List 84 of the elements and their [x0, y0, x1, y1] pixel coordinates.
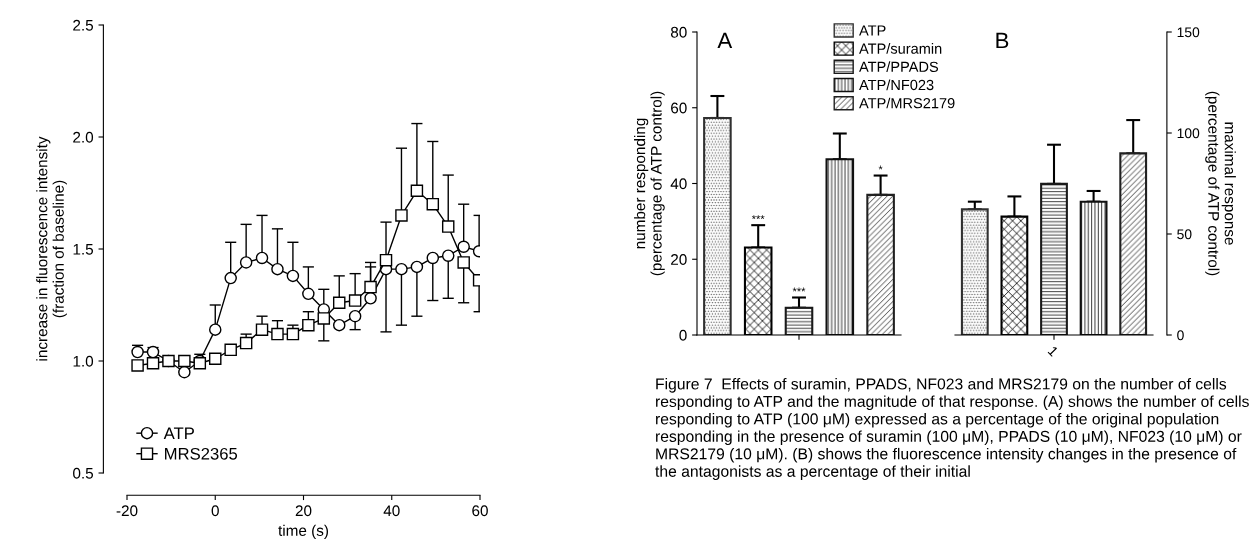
- point: [457, 240, 470, 254]
- point: [224, 343, 237, 357]
- point: [348, 309, 362, 323]
- annotation: A: [717, 32, 733, 49]
- y-axis-title: maximal response (percentage of ATP control): [1205, 91, 1236, 276]
- x-axis-title: time (s): [278, 524, 329, 539]
- point: [348, 294, 362, 307]
- annotation: *: [878, 165, 883, 170]
- point: [255, 323, 269, 336]
- point: [286, 269, 300, 283]
- y-tick-label: 2.0: [73, 131, 94, 143]
- point: [379, 253, 393, 267]
- bar: [960, 208, 989, 335]
- x-tick-label: 1: [1047, 345, 1059, 357]
- x-tick-label: 0: [211, 505, 219, 517]
- point: [131, 345, 144, 359]
- y-tick-label: 150: [1177, 27, 1200, 38]
- y-tick-label: 0: [679, 329, 687, 341]
- legend-label: ATP/suramin: [859, 43, 942, 54]
- annotation: ***: [792, 287, 806, 292]
- y-tick-label: 1.5: [73, 244, 94, 255]
- bar: [1079, 200, 1108, 335]
- y-tick-label: 0.5: [73, 467, 94, 479]
- point: [332, 296, 346, 310]
- y-tick-label: 40: [670, 178, 687, 190]
- bar: [703, 116, 732, 335]
- text: responding to ATP and the magnitude of that response. (A) shows the number of cells responding to ATP (100 μM) expressed as a percentage of the original population responding in the presence of suramin (100 μM), PPADS (10 μM), NF023 (10 μM) or MRS2179 (10 μM). (B) shows the fluorescence intensity changes in the presence of the antagonists as a percentage of their initial: [655, 395, 1249, 480]
- bar: [1040, 182, 1068, 335]
- point: [286, 327, 300, 341]
- x-tick-label: -20: [116, 505, 138, 517]
- y-tick-label: 100: [1177, 128, 1200, 139]
- point: [364, 280, 377, 294]
- point: [317, 312, 331, 325]
- point: [271, 327, 284, 341]
- point: [364, 292, 377, 305]
- y-tick-label: 2.5: [73, 19, 94, 31]
- point: [271, 262, 284, 276]
- y-tick-label: 20: [671, 254, 687, 265]
- point: [426, 251, 440, 265]
- point: [410, 260, 424, 274]
- point: [224, 271, 237, 285]
- point: [332, 318, 346, 332]
- legend-label: ATP/NF023: [859, 79, 934, 91]
- legend-label: ATP: [163, 427, 194, 440]
- y-tick-label: 50: [1177, 229, 1192, 240]
- point: [395, 209, 408, 222]
- point: [178, 354, 191, 368]
- point: [302, 287, 315, 301]
- point: [302, 318, 315, 332]
- point: [426, 197, 440, 211]
- x-tick-label: 20: [295, 505, 312, 517]
- point: [255, 251, 269, 265]
- bar: [1119, 152, 1148, 335]
- point: [146, 356, 160, 370]
- point: [410, 184, 424, 198]
- y-tick-label: 0: [1177, 330, 1184, 341]
- point: [239, 336, 253, 350]
- y-axis-title: increase in fluorescence intensity (fraction of baseline): [36, 136, 67, 361]
- point: [457, 256, 470, 269]
- y-tick-label: 80: [670, 26, 687, 38]
- x-tick-label: 40: [383, 505, 400, 517]
- point: [208, 352, 222, 366]
- annotation: B: [996, 32, 1009, 49]
- point: [131, 359, 144, 372]
- y-tick-label: 1.0: [73, 355, 94, 367]
- legend-label: MRS2365: [165, 447, 238, 460]
- point: [146, 345, 160, 359]
- y-axis-title: number responding (percentage of ATP control): [634, 91, 665, 276]
- bar: [825, 158, 855, 335]
- point: [239, 256, 253, 269]
- point: [178, 365, 191, 379]
- legend-label: ATP/PPADS: [859, 61, 939, 72]
- point: [395, 262, 408, 276]
- legend-label: ATP/MRS2179: [859, 97, 955, 109]
- point: [441, 249, 455, 262]
- x-tick-label: 60: [472, 505, 488, 517]
- bar: [866, 193, 895, 335]
- legend-label: ATP: [859, 25, 886, 36]
- bar: [784, 306, 814, 335]
- point: [208, 323, 222, 336]
- y-tick-label: 60: [671, 102, 687, 114]
- text: Figure 7 Effects of suramin, PPADS, NF023 and MRS2179 on the number of cells: [656, 378, 1227, 393]
- point: [441, 220, 455, 233]
- annotation: ***: [751, 215, 765, 220]
